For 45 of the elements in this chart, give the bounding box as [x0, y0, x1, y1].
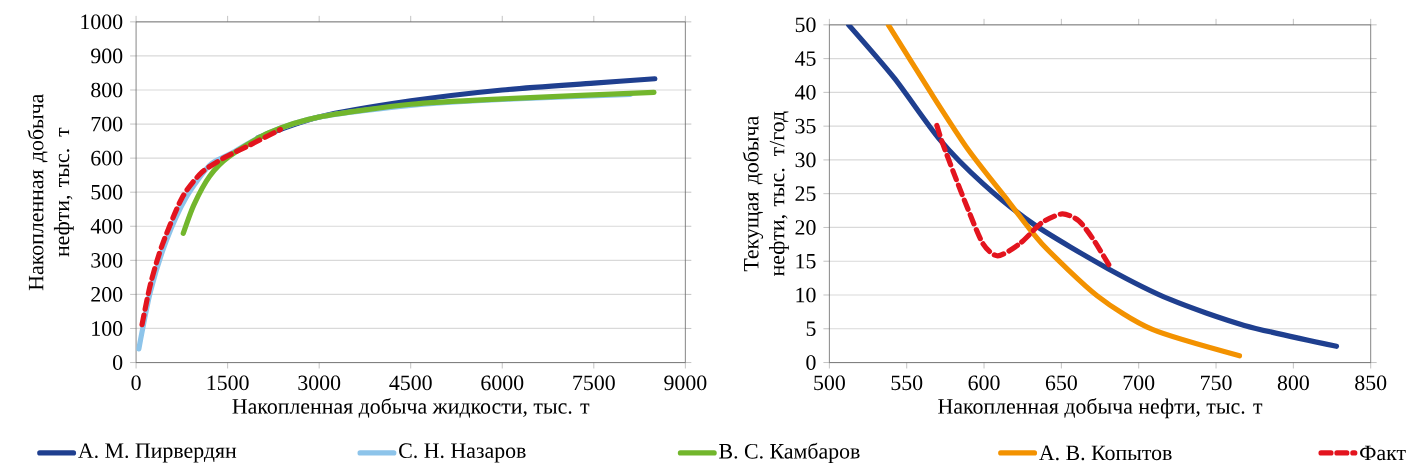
- x-tick-label: 4500: [389, 375, 432, 391]
- x-tick-label: 6000: [481, 375, 524, 391]
- y-tick-label: 20: [795, 220, 816, 235]
- legend-label: А. М. Пирвердян: [78, 443, 237, 463]
- y-tick-label: 800: [91, 82, 123, 98]
- y-tick-label: 15: [796, 254, 816, 269]
- y-axis-title: Текущая добыча нефти, тыс. т/год: [742, 111, 789, 277]
- x-tick-label: 1500: [207, 375, 249, 391]
- y-axis-title: Накопленная добыча нефти, тыс. т: [27, 94, 74, 291]
- y-tick-label: 50: [795, 17, 816, 33]
- y-tick-label: 200: [91, 287, 123, 302]
- legend-label: С. Н. Назаров: [399, 443, 526, 463]
- y-tick-label: 600: [91, 150, 123, 166]
- y-tick-label: 1000: [81, 14, 123, 30]
- y-tick-label: 5: [806, 321, 816, 337]
- x-tick-label: 9000: [664, 375, 707, 391]
- y-tick-label: 35: [795, 118, 816, 134]
- x-tick-label: 650: [1045, 375, 1077, 391]
- y-tick-label: 10: [796, 287, 816, 303]
- y-tick-label: 900: [91, 48, 123, 64]
- x-tick-label: 700: [1123, 375, 1155, 391]
- x-axis-title: Накопленная добыча нефти, тыс. т: [938, 398, 1263, 419]
- x-tick-label: 550: [891, 375, 923, 391]
- x-tick-label: 3000: [298, 375, 341, 391]
- y-tick-label: 100: [92, 321, 123, 336]
- legend-label: Факт: [1360, 445, 1406, 461]
- x-tick-label: 0: [131, 375, 141, 391]
- y-tick-label: 400: [90, 219, 123, 234]
- y-tick-label: 40: [794, 85, 816, 100]
- y-tick-label: 0: [806, 355, 816, 371]
- y-tick-label: 25: [795, 186, 816, 202]
- legend-label: В. С. Камбаров: [719, 442, 860, 464]
- legend-label: А. В. Копытов: [1039, 445, 1172, 461]
- y-tick-label: 30: [795, 152, 816, 168]
- y-tick-label: 700: [91, 116, 123, 132]
- x-tick-label: 600: [968, 375, 1000, 391]
- x-tick-label: 800: [1277, 375, 1309, 391]
- y-tick-label: 300: [91, 253, 123, 268]
- y-tick-label: 45: [794, 51, 816, 66]
- y-tick-label: 0: [113, 355, 123, 371]
- x-tick-label: 850: [1355, 375, 1387, 391]
- x-tick-label: 750: [1201, 375, 1232, 391]
- y-tick-label: 500: [91, 184, 123, 200]
- x-axis-title: Накопленная добыча жидкости, тыс. т: [232, 398, 590, 418]
- x-tick-label: 7500: [573, 375, 615, 391]
